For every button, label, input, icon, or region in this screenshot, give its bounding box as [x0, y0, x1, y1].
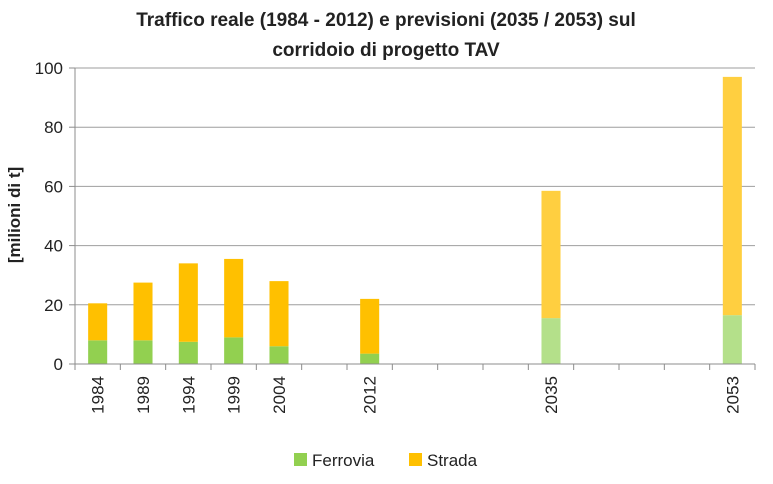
x-tick-label: 2004 [270, 376, 289, 414]
bar-strada-2053 [722, 76, 742, 316]
legend-swatch-ferrovia [294, 453, 307, 466]
axes [69, 67, 756, 370]
bar-ferrovia-1999 [224, 337, 244, 364]
chart-title-line-1: Traffico reale (1984 - 2012) e prevision… [136, 10, 636, 31]
y-tick-label: 40 [44, 237, 63, 256]
y-tick-label: 0 [54, 355, 63, 374]
bar-strada-1989 [133, 282, 153, 341]
y-tick-label: 80 [44, 118, 63, 137]
chart-title-line-2: corridoio di progetto TAV [272, 40, 500, 61]
legend: Ferrovia Strada [294, 451, 478, 470]
bar-strada-2035 [541, 190, 561, 319]
x-tick-label: 2035 [542, 376, 561, 414]
x-tick-label: 1989 [134, 376, 153, 414]
x-tick-label: 1984 [89, 376, 108, 414]
y-tick-label: 100 [35, 59, 63, 78]
y-tick-labels: 0 20 40 60 80 100 [35, 59, 63, 374]
bar-strada-2004 [269, 281, 289, 347]
x-tick-label: 2053 [723, 376, 742, 414]
bar-strada-2012 [360, 298, 380, 354]
y-tick-label: 20 [44, 296, 63, 315]
x-tick-label: 1999 [225, 376, 244, 414]
legend-swatch-strada [409, 453, 422, 466]
bar-strada-1994 [178, 263, 198, 342]
bars [88, 76, 742, 364]
x-tick-labels: 1984 1989 1994 1999 2004 2012 2035 2053 [89, 376, 743, 414]
y-tick-label: 60 [44, 177, 63, 196]
legend-label-strada: Strada [427, 451, 478, 470]
bar-ferrovia-1984 [88, 340, 108, 364]
bar-strada-1999 [224, 258, 244, 338]
bar-ferrovia-2012 [360, 353, 380, 364]
x-tick-label: 2012 [361, 376, 380, 414]
bar-ferrovia-2053 [722, 315, 742, 364]
gridlines [75, 67, 755, 306]
y-axis-label: [milioni di t] [5, 167, 24, 263]
bar-ferrovia-1994 [178, 341, 198, 364]
bar-ferrovia-2035 [541, 318, 561, 364]
bar-ferrovia-2004 [269, 346, 289, 364]
x-tick-label: 1994 [179, 376, 198, 414]
bar-ferrovia-1989 [133, 340, 153, 364]
legend-label-ferrovia: Ferrovia [312, 451, 375, 470]
bar-strada-1984 [88, 303, 108, 341]
